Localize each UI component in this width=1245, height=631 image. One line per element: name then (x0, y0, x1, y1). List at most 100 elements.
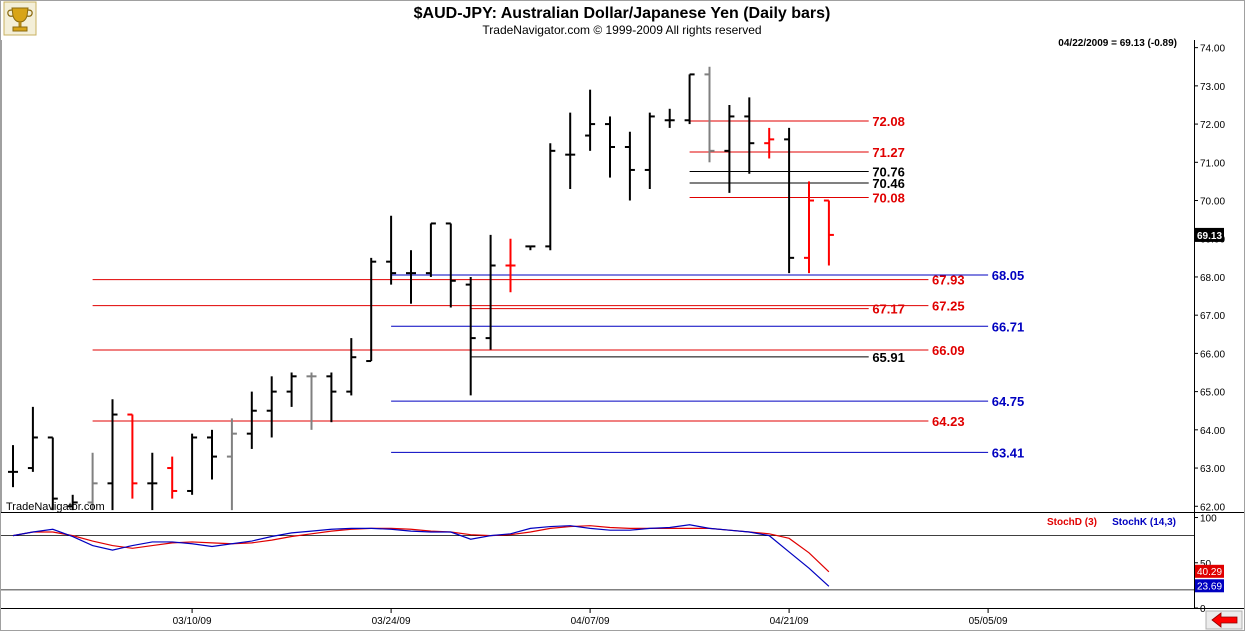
level-label: 70.08 (872, 190, 905, 205)
ohlc-bar (187, 433, 198, 495)
price-tick-label: 71.00 (1200, 158, 1225, 169)
ohlc-bar (804, 181, 814, 274)
last-price-value: 69.13 (1197, 231, 1222, 242)
ohlc-bar (406, 250, 416, 304)
ohlc-bar (545, 143, 556, 251)
price-tick-label: 63.00 (1200, 464, 1225, 475)
ohlc-bar (744, 97, 755, 174)
ohlc-bar (724, 104, 735, 193)
price-tick-label: 68.00 (1200, 273, 1225, 284)
ohlc-bar (485, 234, 496, 350)
level-label: 67.17 (872, 302, 905, 317)
ohlc-bar (147, 452, 158, 511)
level-label: 66.71 (992, 319, 1025, 334)
ohlc-bar (704, 66, 715, 163)
legend-stochk: StochK (14,3) (1112, 517, 1176, 528)
price-bars (8, 66, 834, 511)
price-tick-label: 67.00 (1200, 311, 1225, 322)
stoch-tick-label: 100 (1200, 514, 1217, 525)
stoch-tick-label: 0 (1200, 604, 1206, 615)
price-readout: 04/22/2009 = 69.13 (-0.89) (1058, 38, 1177, 49)
level-label: 70.46 (872, 176, 905, 191)
stochk-end-value: 23.69 (1197, 581, 1222, 592)
ohlc-bar (127, 413, 138, 499)
ohlc-bar (326, 372, 337, 423)
ohlc-bar (366, 257, 377, 363)
time-tick-label: 04/21/09 (770, 616, 809, 627)
time-tick-label: 04/07/09 (571, 616, 610, 627)
ohlc-bar (207, 429, 217, 480)
stoch-axis: 100 50 0 (1194, 514, 1217, 615)
ohlc-bar (386, 215, 397, 285)
ohlc-bar (47, 436, 58, 511)
ohlc-bar (565, 112, 576, 190)
time-tick-label: 03/24/09 (372, 616, 411, 627)
level-label: 67.25 (932, 299, 965, 314)
price-tick-label: 70.00 (1200, 197, 1225, 208)
ohlc-bar (784, 127, 795, 274)
ohlc-bar (87, 452, 98, 511)
ohlc-bar (8, 445, 18, 488)
ohlc-bar (684, 73, 695, 125)
level-label: 64.75 (992, 394, 1025, 409)
ohlc-bar (286, 372, 297, 407)
stochk-end-label: 23.69 (1195, 579, 1224, 593)
price-tick-label: 62.00 (1200, 502, 1225, 513)
ohlc-bar (445, 222, 456, 308)
stoch-tick-label: 50 (1200, 559, 1212, 570)
price-tick-label: 64.00 (1200, 426, 1225, 437)
ohlc-bar (644, 112, 655, 190)
stoch-reference-lines (1, 535, 1194, 591)
stochk-line (12, 524, 830, 587)
level-label: 63.41 (992, 445, 1025, 460)
level-label: 71.27 (872, 145, 905, 160)
price-tick-label: 66.00 (1200, 349, 1225, 360)
ohlc-bar (167, 456, 178, 499)
ohlc-bar (306, 372, 317, 430)
ohlc-bar (764, 127, 775, 159)
price-tick-label: 73.00 (1200, 82, 1225, 93)
ohlc-bar (107, 399, 118, 511)
ohlc-bar (346, 338, 357, 396)
scroll-right-button[interactable] (1205, 610, 1243, 630)
level-label: 72.08 (872, 114, 905, 129)
ohlc-bar (465, 276, 476, 396)
time-axis: 03/10/09 03/24/09 04/07/09 04/21/09 05/05/09 (173, 608, 1008, 627)
chart-subtitle: TradeNavigator.com © 1999-2009 All right… (482, 23, 761, 37)
stochastic-panel: 100 50 0 StochD (3) StochK (14,3) 40.29 23… (1, 513, 1244, 615)
ohlc-bar (525, 245, 536, 251)
ohlc-bar (624, 131, 635, 201)
price-tick-label: 65.00 (1200, 388, 1225, 399)
time-tick-label: 05/05/09 (969, 616, 1008, 627)
stochd-end-label: 40.29 (1195, 564, 1224, 578)
trophy-icon (3, 1, 37, 36)
stochd-line (12, 525, 830, 573)
ohlc-bar (664, 108, 675, 128)
chart-title: $AUD-JPY: Australian Dollar/Japanese Yen… (414, 5, 831, 22)
last-price-label: 69.13 (1195, 227, 1224, 242)
level-label: 65.91 (872, 350, 905, 365)
ohlc-bar (823, 199, 834, 266)
arrow-left-icon (1211, 612, 1238, 628)
price-tick-label: 74.00 (1200, 44, 1225, 55)
ohlc-bar (425, 222, 436, 277)
ohlc-bar (226, 418, 237, 511)
level-label: 68.05 (992, 268, 1025, 283)
level-label: 70.76 (872, 164, 905, 179)
ohlc-bar (67, 494, 78, 511)
level-label: 66.09 (932, 343, 965, 358)
ohlc-bar (585, 89, 596, 151)
price-tick-label: 72.00 (1200, 120, 1225, 131)
time-tick-label: 03/10/09 (173, 616, 212, 627)
stochd-end-value: 40.29 (1197, 567, 1222, 578)
watermark-text: TradeNavigator.com (6, 501, 105, 513)
ohlc-bar (505, 238, 516, 293)
level-label: 67.93 (932, 273, 965, 288)
level-label: 64.23 (932, 414, 965, 429)
ohlc-bar (27, 406, 38, 472)
stoch-series (12, 524, 830, 587)
